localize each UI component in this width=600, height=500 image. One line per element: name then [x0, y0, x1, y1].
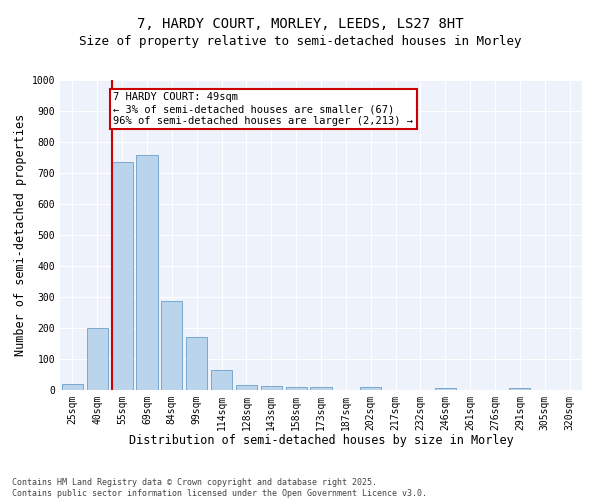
- Bar: [87, 328, 108, 390]
- X-axis label: Distribution of semi-detached houses by size in Morley: Distribution of semi-detached houses by …: [128, 434, 514, 448]
- Bar: [310, 387, 332, 390]
- Bar: [286, 387, 307, 390]
- Text: 7 HARDY COURT: 49sqm
← 3% of semi-detached houses are smaller (67)
96% of semi-d: 7 HARDY COURT: 49sqm ← 3% of semi-detach…: [113, 92, 413, 126]
- Bar: [236, 384, 257, 390]
- Bar: [136, 155, 158, 390]
- Bar: [435, 388, 456, 390]
- Text: Contains HM Land Registry data © Crown copyright and database right 2025.
Contai: Contains HM Land Registry data © Crown c…: [12, 478, 427, 498]
- Bar: [112, 162, 133, 390]
- Bar: [261, 386, 282, 390]
- Bar: [161, 300, 182, 390]
- Bar: [509, 388, 530, 390]
- Y-axis label: Number of semi-detached properties: Number of semi-detached properties: [14, 114, 28, 356]
- Bar: [186, 338, 207, 390]
- Bar: [62, 384, 83, 390]
- Text: 7, HARDY COURT, MORLEY, LEEDS, LS27 8HT: 7, HARDY COURT, MORLEY, LEEDS, LS27 8HT: [137, 18, 463, 32]
- Bar: [360, 387, 381, 390]
- Bar: [211, 370, 232, 390]
- Text: Size of property relative to semi-detached houses in Morley: Size of property relative to semi-detach…: [79, 35, 521, 48]
